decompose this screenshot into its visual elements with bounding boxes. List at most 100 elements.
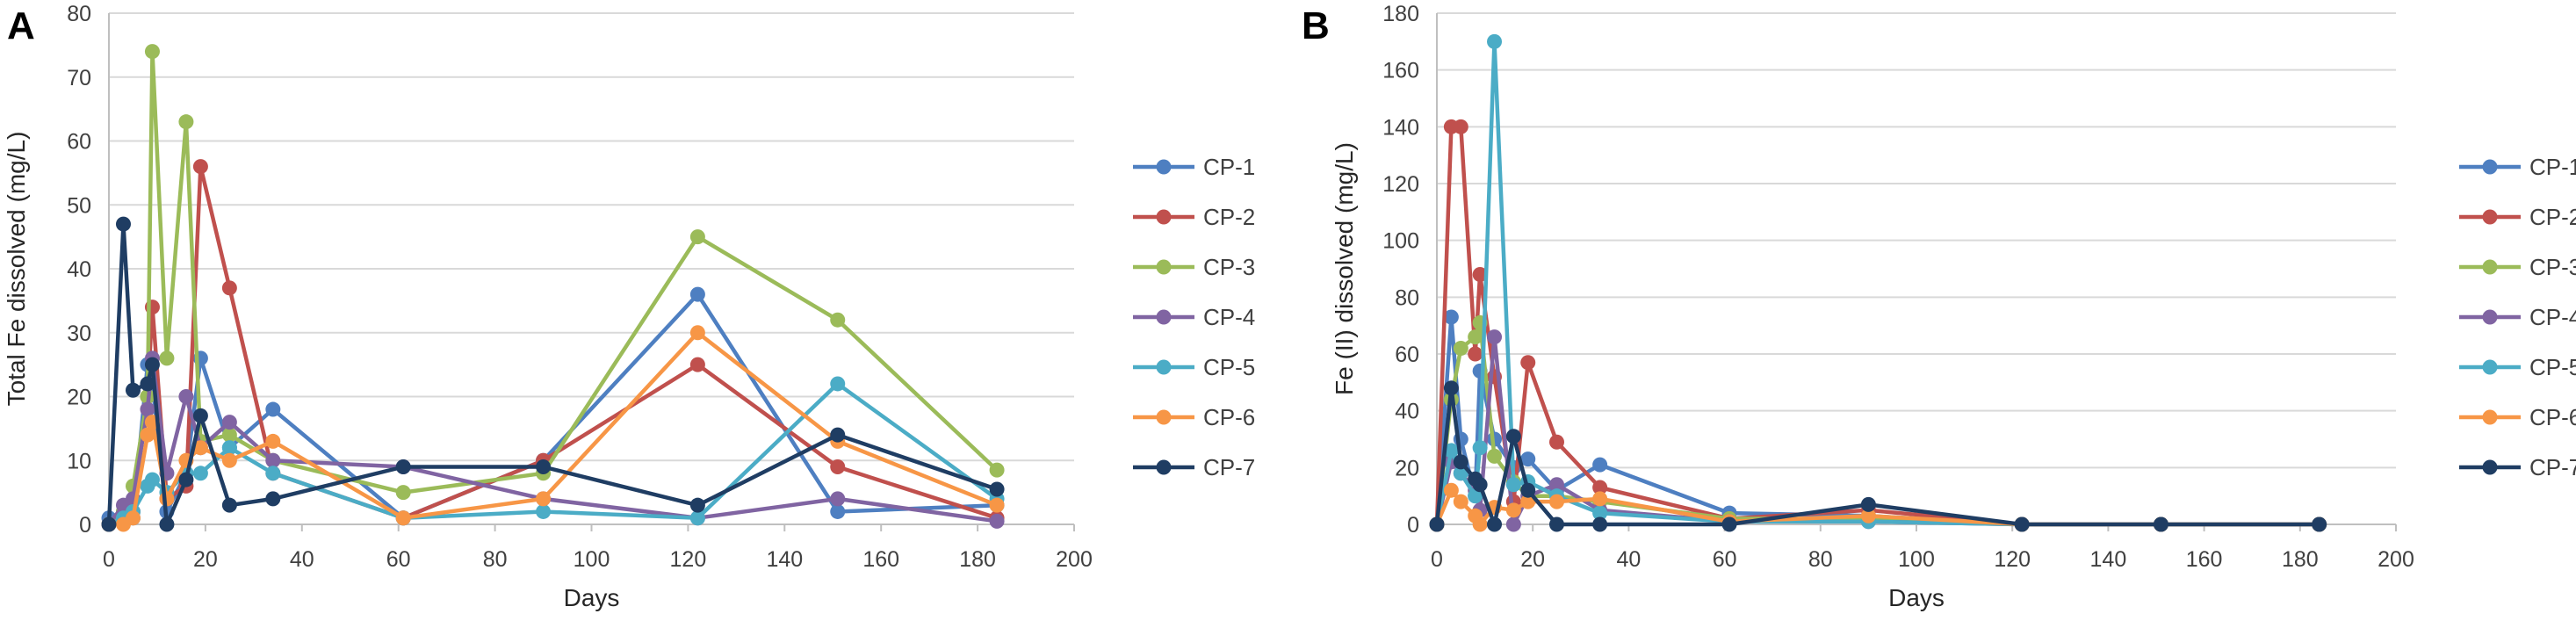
x-tick-label: 100 — [1898, 547, 1935, 572]
legend-item-cp-3: CP-3 — [1133, 254, 1255, 280]
data-point — [192, 159, 208, 175]
data-point — [1505, 477, 1521, 493]
data-point — [221, 427, 237, 443]
data-point — [144, 44, 160, 60]
data-point — [536, 491, 552, 507]
data-point — [1592, 516, 1608, 532]
x-tick-label: 60 — [386, 547, 411, 572]
data-point — [221, 415, 237, 430]
data-point — [989, 497, 1005, 513]
series-line-cp-6 — [109, 330, 998, 527]
x-axis-title: Days — [564, 584, 620, 611]
x-tick-label: 200 — [1056, 547, 1093, 572]
legend-marker — [1156, 159, 1172, 175]
legend-label: CP-3 — [2529, 254, 2576, 280]
data-point — [1453, 119, 1468, 134]
y-tick-label: 10 — [67, 449, 91, 473]
x-tick-label: 120 — [1994, 547, 2031, 572]
data-point — [178, 472, 194, 487]
data-point — [1520, 482, 1536, 498]
data-point — [140, 376, 155, 392]
legend-item-cp-4: CP-4 — [2459, 304, 2576, 330]
data-point — [2312, 516, 2327, 532]
series-cp-5 — [1429, 33, 2327, 532]
data-point — [830, 491, 846, 507]
y-tick-label: 40 — [1395, 400, 1419, 424]
y-tick-label: 120 — [1382, 172, 1419, 197]
legend-item-cp-5: CP-5 — [2459, 354, 2576, 380]
x-tick-label: 140 — [766, 547, 803, 572]
x-tick-label: 0 — [1431, 547, 1443, 572]
x-tick-label: 60 — [1713, 547, 1737, 572]
data-point — [989, 462, 1005, 478]
x-tick-label: 160 — [2186, 547, 2223, 572]
data-point — [689, 357, 705, 372]
data-point — [1468, 329, 1483, 345]
data-point — [2014, 516, 2030, 532]
data-point — [1468, 346, 1483, 362]
data-point — [536, 503, 552, 519]
y-tick-label: 160 — [1382, 59, 1419, 83]
legend-item-cp-5: CP-5 — [1133, 354, 1255, 380]
legend-marker — [2482, 359, 2498, 375]
y-tick-label: 80 — [67, 2, 91, 26]
legend-marker — [2482, 459, 2498, 475]
x-tick-label: 80 — [1808, 547, 1833, 572]
data-point — [1505, 516, 1521, 532]
legend-label: CP-7 — [2529, 454, 2576, 480]
data-point — [265, 466, 281, 481]
legend-item-cp-7: CP-7 — [2459, 454, 2576, 480]
data-point — [830, 376, 846, 392]
y-tick-label: 20 — [67, 386, 91, 410]
data-point — [221, 452, 237, 468]
data-point — [125, 382, 141, 398]
data-point — [140, 401, 155, 417]
x-tick-label: 20 — [193, 547, 218, 572]
data-point — [830, 427, 846, 443]
data-point — [395, 459, 411, 475]
data-point — [192, 440, 208, 456]
legend-marker — [1156, 459, 1172, 475]
data-point — [395, 510, 411, 526]
data-point — [1721, 516, 1737, 532]
data-point — [144, 472, 160, 487]
data-point — [192, 408, 208, 423]
legend-label: CP-6 — [1203, 404, 1255, 430]
legend-label: CP-7 — [1203, 454, 1255, 480]
data-point — [1549, 434, 1564, 450]
series-cp-7 — [1429, 380, 2327, 532]
data-point — [221, 497, 237, 513]
legend-marker — [2482, 409, 2498, 425]
legend-item-cp-1: CP-1 — [1133, 154, 1255, 180]
x-tick-label: 180 — [2282, 547, 2319, 572]
data-point — [1549, 516, 1564, 532]
data-point — [1592, 505, 1608, 521]
chart-panel-B: 0 20 40 60 80 100 120 140 160 180 0 20 40 60 80 100 120 1… — [1302, 2, 2576, 611]
data-point — [1472, 266, 1488, 282]
y-tick-label: 40 — [67, 257, 91, 282]
data-point — [1860, 508, 1876, 524]
x-tick-label: 0 — [103, 547, 115, 572]
data-point — [830, 312, 846, 328]
data-point — [221, 280, 237, 296]
legend-label: CP-5 — [2529, 354, 2576, 380]
legend-item-cp-1: CP-1 — [2459, 154, 2576, 180]
legend-label: CP-2 — [2529, 204, 2576, 230]
x-tick-label: 20 — [1520, 547, 1545, 572]
x-tick-label: 200 — [2378, 547, 2414, 572]
data-point — [1443, 482, 1459, 498]
data-point — [1453, 454, 1468, 470]
data-point — [689, 286, 705, 302]
data-point — [1472, 477, 1488, 493]
series-line-cp-2 — [1434, 125, 2320, 527]
y-tick-label: 60 — [1395, 343, 1419, 367]
y-axis-title: Fe (II) dissolved (mg/L) — [1331, 142, 1358, 395]
data-point — [1592, 457, 1608, 473]
y-tick-label: 0 — [1407, 513, 1419, 538]
data-point — [1443, 309, 1459, 325]
x-tick-label: 140 — [2090, 547, 2127, 572]
panel-letter: B — [1302, 4, 1330, 47]
x-tick-label: 120 — [670, 547, 707, 572]
legend-item-cp-2: CP-2 — [1133, 204, 1255, 230]
data-point — [1505, 502, 1521, 518]
